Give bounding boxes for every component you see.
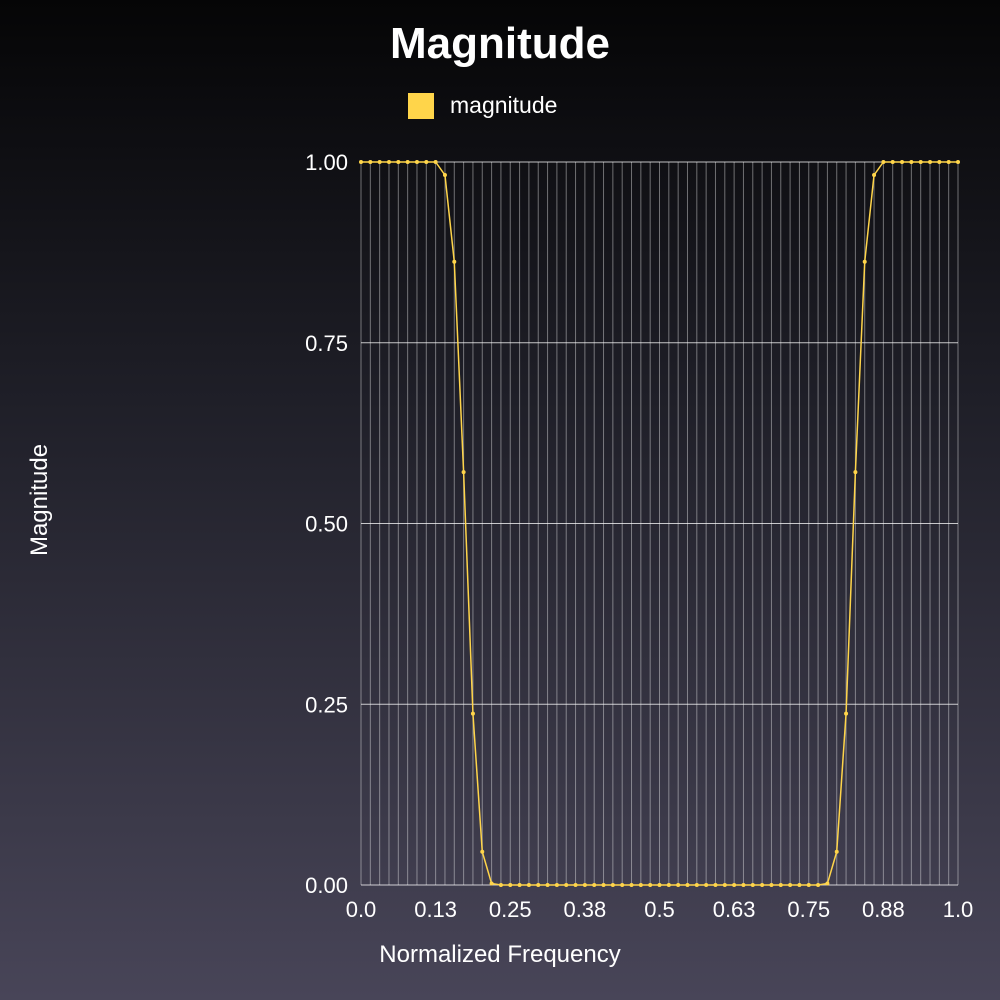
data-point bbox=[909, 160, 914, 164]
data-point bbox=[918, 160, 923, 164]
data-point bbox=[508, 883, 513, 887]
data-point bbox=[937, 160, 942, 164]
data-point bbox=[956, 160, 960, 164]
data-point bbox=[685, 883, 690, 887]
legend-swatch bbox=[408, 93, 434, 119]
data-point bbox=[359, 160, 363, 164]
data-point bbox=[713, 883, 718, 887]
data-point bbox=[424, 160, 429, 164]
data-point bbox=[946, 160, 951, 164]
data-point bbox=[377, 160, 382, 164]
y-tick-label: 1.00 bbox=[305, 150, 348, 175]
data-point bbox=[741, 883, 746, 887]
data-point bbox=[620, 883, 625, 887]
data-point bbox=[396, 160, 401, 164]
data-point bbox=[853, 470, 858, 475]
data-point bbox=[694, 883, 699, 887]
x-tick-label: 1.0 bbox=[943, 897, 974, 922]
data-point bbox=[806, 883, 811, 887]
data-point bbox=[900, 160, 905, 164]
data-point bbox=[368, 160, 373, 164]
x-tick-label: 0.0 bbox=[346, 897, 377, 922]
data-point bbox=[760, 883, 765, 887]
data-point bbox=[797, 883, 802, 887]
data-point bbox=[704, 883, 709, 887]
legend-label: magnitude bbox=[450, 92, 557, 118]
data-point bbox=[778, 883, 783, 887]
data-point bbox=[928, 160, 933, 164]
data-point bbox=[573, 883, 578, 887]
y-axis-label: Magnitude bbox=[26, 444, 53, 556]
data-point bbox=[405, 160, 410, 164]
y-tick-label: 0.25 bbox=[305, 692, 348, 717]
data-point bbox=[648, 883, 653, 887]
x-tick-label: 0.5 bbox=[644, 897, 675, 922]
data-point bbox=[545, 883, 550, 887]
tick-labels: 0.0 0.13 0.25 0.38 0.5 0.63 0.75 0.88 1.0 0.00 0.2… bbox=[305, 150, 973, 922]
data-point bbox=[769, 883, 774, 887]
data-point bbox=[862, 259, 867, 264]
data-point bbox=[564, 883, 569, 887]
data-point bbox=[844, 711, 849, 716]
x-tick-label: 0.13 bbox=[414, 897, 457, 922]
series-magnitude bbox=[359, 160, 960, 887]
data-point bbox=[433, 160, 438, 164]
data-point bbox=[461, 470, 466, 475]
data-point bbox=[582, 883, 587, 887]
data-point bbox=[489, 881, 494, 886]
x-tick-label: 0.38 bbox=[563, 897, 606, 922]
data-point bbox=[890, 160, 895, 164]
data-point bbox=[872, 173, 877, 178]
data-point bbox=[834, 849, 839, 854]
data-point bbox=[517, 883, 522, 887]
data-point bbox=[638, 883, 643, 887]
data-point bbox=[386, 160, 391, 164]
data-point bbox=[480, 849, 485, 854]
data-point bbox=[526, 883, 531, 887]
data-point bbox=[666, 883, 671, 887]
data-point bbox=[881, 160, 886, 164]
data-point bbox=[676, 883, 681, 887]
data-point bbox=[657, 883, 662, 887]
data-point bbox=[442, 173, 447, 178]
x-tick-label: 0.75 bbox=[787, 897, 830, 922]
y-tick-label: 0.75 bbox=[305, 331, 348, 356]
chart-title: Magnitude bbox=[390, 19, 610, 68]
data-point bbox=[554, 883, 559, 887]
data-point bbox=[498, 883, 503, 887]
x-tick-label: 0.25 bbox=[489, 897, 532, 922]
x-tick-label: 0.88 bbox=[862, 897, 905, 922]
y-tick-label: 0.50 bbox=[305, 512, 348, 537]
grid bbox=[360, 161, 959, 886]
x-axis-label: Normalized Frequency bbox=[379, 941, 620, 968]
data-point bbox=[536, 883, 541, 887]
y-tick-label: 0.00 bbox=[305, 873, 348, 898]
data-point bbox=[825, 881, 830, 886]
data-point bbox=[592, 883, 597, 887]
data-point bbox=[816, 883, 821, 887]
data-point bbox=[414, 160, 419, 164]
legend: magnitude bbox=[408, 92, 557, 119]
data-point bbox=[750, 883, 755, 887]
data-point bbox=[601, 883, 606, 887]
data-point bbox=[610, 883, 615, 887]
data-point bbox=[788, 883, 793, 887]
x-tick-label: 0.63 bbox=[713, 897, 756, 922]
data-point bbox=[722, 883, 727, 887]
data-point bbox=[629, 883, 634, 887]
data-point bbox=[732, 883, 737, 887]
data-point bbox=[452, 259, 457, 264]
data-point bbox=[470, 711, 475, 716]
